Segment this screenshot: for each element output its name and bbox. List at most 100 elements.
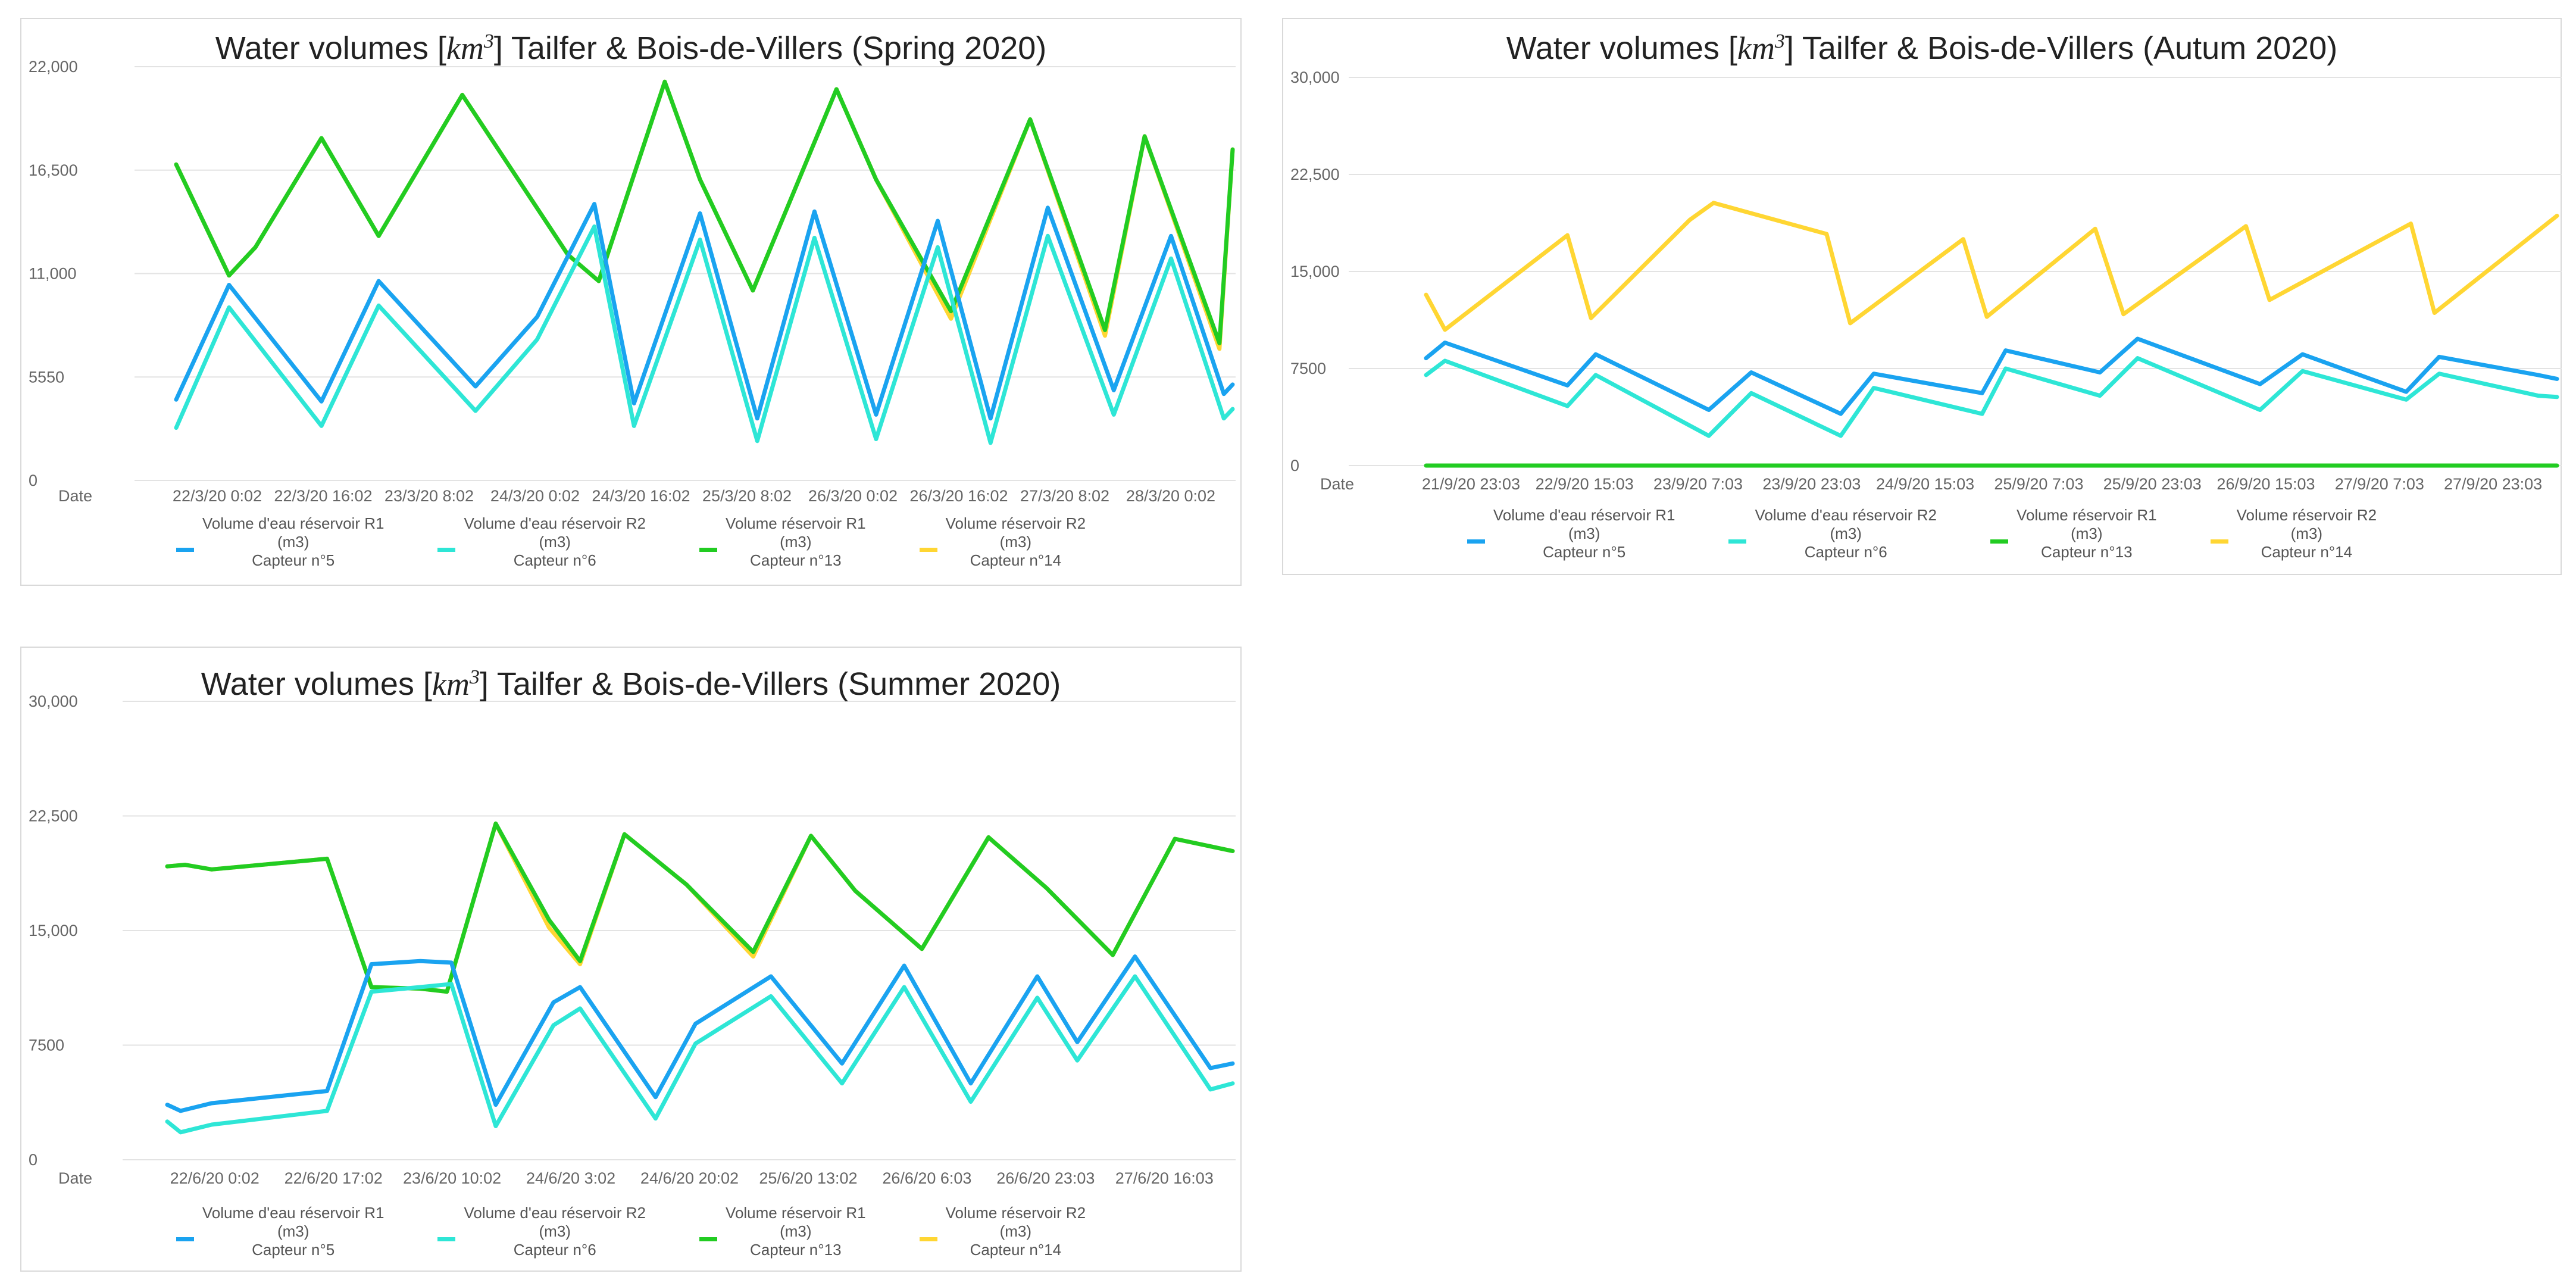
legend-item-summer-r2-capteur6[interactable]: Volume d'eau réservoir R2 (m3) Capteur n… [437, 1204, 646, 1259]
legend-item-summer-r2-capteur14[interactable]: Volume réservoir R2 (m3) Capteur n°14 [919, 1204, 1086, 1259]
legend-item-spring-r2-capteur6[interactable]: Volume d'eau réservoir R2 (m3) Capteur n… [437, 514, 646, 570]
x-tick-label-spring-5: 25/3/20 8:02 [702, 487, 792, 505]
y-tick-label-summer-1: 7500 [29, 1037, 64, 1054]
chart-svg-autumn: 0 7500 15,000 22,500 30,000 Date 21/9/20 23:03… [1290, 68, 2562, 493]
y-tick-label-summer-2: 15,000 [29, 922, 78, 939]
x-tick-label-autumn-8: 27/9/20 7:03 [2335, 475, 2424, 493]
series-line-autumn-r2-capteur14 [1424, 201, 2559, 332]
series-line-summer-r1-capteur5 [165, 954, 1235, 1113]
y-tick-label-spring-0: 0 [29, 472, 37, 489]
legend-swatch [1467, 539, 1485, 544]
legend-swatch [919, 548, 937, 552]
legend-item-spring-r2-capteur14[interactable]: Volume réservoir R2 (m3) Capteur n°14 [919, 514, 1086, 570]
legend-swatch [2210, 539, 2228, 544]
y-tick-label-autumn-4: 30,000 [1290, 68, 1340, 86]
chart-panel-summer: 0 7500 15,000 22,500 30,000 Date 22/6/20 0:02 2… [20, 647, 1242, 1272]
y-tick-label-spring-2: 11,000 [29, 265, 77, 283]
x-tick-label-summer-2: 23/6/20 10:02 [403, 1169, 501, 1187]
chart-title-spring: Water volumes [km3] Tailfer & Bois-de-Vi… [215, 30, 1047, 66]
chart-svg-summer: 0 7500 15,000 22,500 30,000 Date 22/6/20 0:02 2… [29, 692, 1236, 1187]
x-tick-label-summer-4: 24/6/20 20:02 [640, 1169, 739, 1187]
legend-item-spring-r1-capteur13[interactable]: Volume réservoir R1 (m3) Capteur n°13 [699, 514, 866, 570]
legend-label: Volume réservoir R2 (m3) Capteur n°14 [945, 1204, 1086, 1259]
x-tick-label-spring-6: 26/3/20 0:02 [808, 487, 898, 505]
x-tick-label-autumn-3: 23/9/20 23:03 [1762, 475, 1861, 493]
x-tick-label-autumn-7: 26/9/20 15:03 [2217, 475, 2315, 493]
legend-swatch [699, 548, 718, 552]
chart-panel-spring: 0 5550 11,000 16,500 22,000 Date 22/3/20 0:02 2… [20, 18, 1242, 586]
legend-item-spring-r1-capteur5[interactable]: Volume d'eau réservoir R1 (m3) Capteur n… [176, 514, 384, 570]
x-tick-label-summer-7: 26/6/20 23:03 [996, 1169, 1095, 1187]
y-tick-label-summer-0: 0 [29, 1151, 37, 1169]
chart-title-summer: Water volumes [km3] Tailfer & Bois-de-Vi… [201, 666, 1061, 702]
x-tick-label-spring-3: 24/3/20 0:02 [490, 487, 580, 505]
x-axis-label-spring: Date [58, 487, 92, 505]
x-tick-label-summer-6: 26/6/20 6:03 [882, 1169, 971, 1187]
chart-svg-spring: 0 5550 11,000 16,500 22,000 Date 22/3/20 0:02 2… [29, 58, 1236, 505]
x-tick-label-summer-8: 27/6/20 16:03 [1115, 1169, 1214, 1187]
y-tick-label-spring-3: 16,500 [29, 161, 78, 179]
legend-spring: Volume d'eau réservoir R1 (m3) Capteur n… [21, 514, 1240, 570]
x-tick-label-spring-1: 22/3/20 16:02 [274, 487, 372, 505]
y-tick-label-autumn-2: 15,000 [1290, 263, 1340, 280]
x-tick-label-spring-9: 28/3/20 0:02 [1126, 487, 1215, 505]
chart-panel-autumn: 0 7500 15,000 22,500 30,000 Date 21/9/20 23:03… [1282, 18, 2562, 575]
legend-swatch [176, 548, 194, 552]
x-tick-label-autumn-9: 27/9/20 23:03 [2444, 475, 2542, 493]
legend-item-summer-r1-capteur13[interactable]: Volume réservoir R1 (m3) Capteur n°13 [699, 1204, 866, 1259]
legend-swatch [699, 1237, 718, 1241]
legend-item-autumn-r1-capteur5[interactable]: Volume d'eau réservoir R1 (m3) Capteur n… [1467, 506, 1675, 561]
y-tick-label-spring-1: 5550 [29, 368, 64, 386]
series-line-summer-r2-capteur6 [165, 974, 1235, 1135]
x-tick-label-autumn-4: 24/9/20 15:03 [1876, 475, 1974, 493]
x-tick-label-summer-0: 22/6/20 0:02 [170, 1169, 260, 1187]
x-tick-label-spring-4: 24/3/20 16:02 [592, 487, 690, 505]
legend-label: Volume réservoir R2 (m3) Capteur n°14 [945, 514, 1086, 569]
legend-swatch [176, 1237, 194, 1241]
legend-swatch [437, 548, 456, 552]
legend-label: Volume réservoir R2 (m3) Capteur n°14 [2236, 506, 2377, 561]
x-tick-label-autumn-0: 21/9/20 23:03 [1422, 475, 1520, 493]
y-tick-label-autumn-0: 0 [1290, 457, 1299, 475]
legend-label: Volume réservoir R1 (m3) Capteur n°13 [2017, 506, 2157, 561]
legend-swatch [1728, 539, 1747, 544]
legend-item-autumn-r1-capteur13[interactable]: Volume réservoir R1 (m3) Capteur n°13 [1990, 506, 2157, 561]
legend-item-autumn-r2-capteur14[interactable]: Volume réservoir R2 (m3) Capteur n°14 [2210, 506, 2377, 561]
series-line-spring-r2-capteur6 [174, 224, 1235, 445]
legend-item-summer-r1-capteur5[interactable]: Volume d'eau réservoir R1 (m3) Capteur n… [176, 1204, 384, 1259]
series-line-summer-r2-capteur14 [165, 821, 1235, 994]
x-tick-label-autumn-5: 25/9/20 7:03 [1994, 475, 2083, 493]
legend-label: Volume d'eau réservoir R1 (m3) Capteur n… [202, 514, 384, 569]
legend-label: Volume d'eau réservoir R1 (m3) Capteur n… [202, 1204, 384, 1259]
x-tick-label-autumn-1: 22/9/20 15:03 [1536, 475, 1634, 493]
legend-summer: Volume d'eau réservoir R1 (m3) Capteur n… [21, 1204, 1240, 1259]
series-line-autumn-r2-capteur6 [1424, 356, 2559, 438]
chart-title-autumn: Water volumes [km3] Tailfer & Bois-de-Vi… [1506, 30, 2338, 66]
x-tick-label-summer-3: 24/6/20 3:02 [526, 1169, 615, 1187]
legend-label: Volume réservoir R1 (m3) Capteur n°13 [726, 1204, 866, 1259]
series-line-spring-r1-capteur5 [174, 202, 1235, 421]
y-tick-label-summer-3: 22,500 [29, 807, 78, 825]
x-axis-label-autumn: Date [1320, 475, 1354, 493]
x-tick-label-autumn-6: 25/9/20 23:03 [2103, 475, 2202, 493]
x-axis-label-summer: Date [58, 1169, 92, 1187]
x-tick-label-spring-7: 26/3/20 16:02 [909, 487, 1008, 505]
series-line-summer-r1-capteur13 [165, 821, 1235, 994]
legend-autumn: Volume d'eau réservoir R1 (m3) Capteur n… [1283, 506, 2561, 561]
legend-label: Volume d'eau réservoir R2 (m3) Capteur n… [1755, 506, 1937, 561]
legend-swatch [919, 1237, 937, 1241]
legend-item-autumn-r2-capteur6[interactable]: Volume d'eau réservoir R2 (m3) Capteur n… [1728, 506, 1937, 561]
x-tick-label-spring-0: 22/3/20 0:02 [173, 487, 262, 505]
legend-swatch [1990, 539, 2009, 544]
legend-label: Volume réservoir R1 (m3) Capteur n°13 [726, 514, 866, 569]
y-tick-label-spring-4: 22,000 [29, 58, 78, 76]
legend-label: Volume d'eau réservoir R1 (m3) Capteur n… [1493, 506, 1675, 561]
legend-label: Volume d'eau réservoir R2 (m3) Capteur n… [464, 1204, 646, 1259]
x-tick-label-spring-8: 27/3/20 8:02 [1020, 487, 1109, 505]
x-tick-label-spring-2: 23/3/20 8:02 [384, 487, 474, 505]
y-tick-label-autumn-3: 22,500 [1290, 166, 1340, 183]
series-line-autumn-r1-capteur5 [1424, 336, 2559, 416]
legend-label: Volume d'eau réservoir R2 (m3) Capteur n… [464, 514, 646, 569]
y-tick-label-autumn-1: 7500 [1290, 360, 1326, 377]
y-tick-label-summer-4: 30,000 [29, 692, 78, 710]
